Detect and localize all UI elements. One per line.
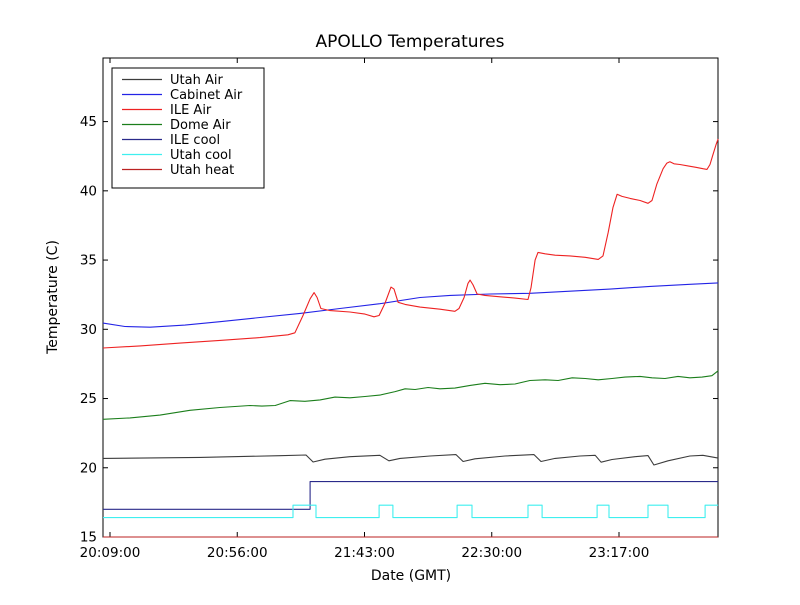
x-tick-label: 22:30:00	[461, 545, 522, 561]
x-tick-label: 20:09:00	[80, 545, 141, 561]
y-axis-label: Temperature (C)	[45, 240, 61, 355]
legend-entry-label: Utah Air	[170, 73, 223, 88]
legend-entry-label: ILE Air	[170, 103, 212, 118]
series-line-dome-air	[102, 370, 719, 420]
y-tick-label: 20	[80, 460, 97, 476]
legend-entry-label: Cabinet Air	[170, 88, 243, 103]
y-tick-label: 15	[80, 530, 97, 546]
series-line-utah-cool	[103, 504, 719, 519]
series-line-ile-air	[102, 138, 719, 349]
legend-box	[111, 67, 265, 189]
legend-entry-label: Utah heat	[170, 163, 234, 178]
series-line-ile-cool	[103, 481, 719, 510]
y-tick-label: 25	[80, 391, 97, 407]
legend-entry-label: Utah cool	[170, 148, 232, 163]
y-tick-label: 45	[80, 114, 97, 130]
series-line-cabinet-air	[102, 282, 719, 328]
y-tick-label: 35	[80, 253, 97, 269]
y-tick-label: 40	[80, 183, 97, 199]
legend-entry-label: Dome Air	[170, 118, 231, 133]
series-line-utah-air	[102, 454, 719, 466]
x-tick-label: 23:17:00	[589, 545, 650, 561]
x-tick-label: 21:43:00	[334, 545, 395, 561]
x-axis-label: Date (GMT)	[371, 568, 451, 584]
x-tick-label: 20:56:00	[207, 545, 268, 561]
y-tick-label: 30	[80, 322, 97, 338]
chart-title: APOLLO Temperatures	[316, 32, 505, 52]
legend-entry-label: ILE cool	[170, 133, 220, 148]
